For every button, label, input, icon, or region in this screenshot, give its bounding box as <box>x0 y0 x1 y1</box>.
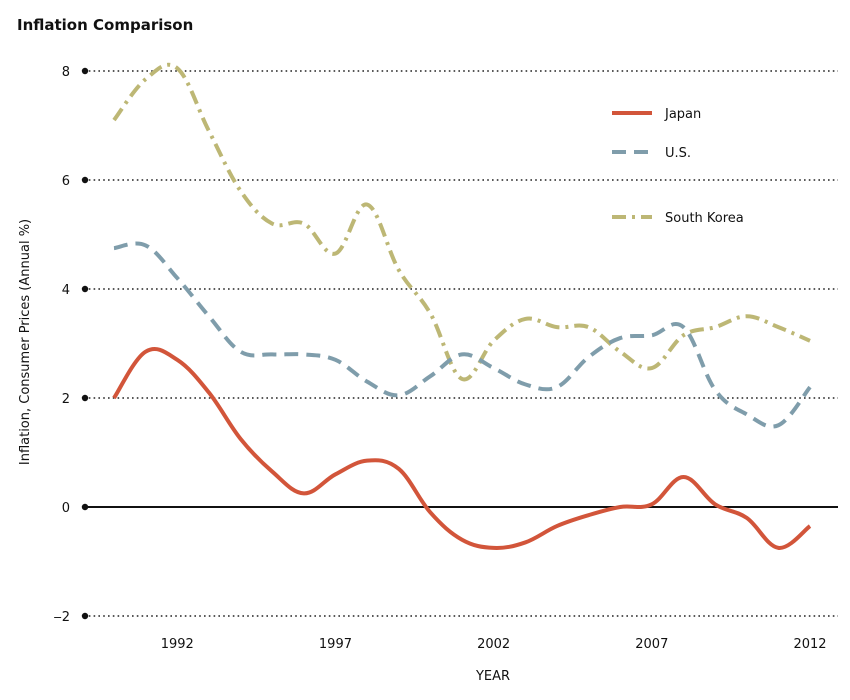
y-tick-dot <box>81 394 89 402</box>
series-lines <box>112 62 812 550</box>
series-line-japan <box>112 347 812 550</box>
legend-label-japan: Japan <box>664 107 701 122</box>
series-line-u-s <box>113 241 812 429</box>
x-tick-label: 1997 <box>319 637 352 652</box>
legend: Japan U.S. South Korea <box>612 107 744 226</box>
y-tick-label: 2 <box>62 392 70 407</box>
x-tick-label: 2002 <box>477 637 510 652</box>
chart-title: Inflation Comparison <box>17 16 193 34</box>
x-tick-label: 1992 <box>161 637 194 652</box>
y-tick-dot <box>81 176 89 184</box>
legend-label-south-korea: South Korea <box>665 211 744 226</box>
x-tick-label: 2007 <box>635 637 668 652</box>
y-tick-labels: ‒2 0 2 4 6 8 <box>53 65 70 625</box>
y-tick-label: ‒2 <box>53 610 70 625</box>
x-tick-label: 2012 <box>793 637 826 652</box>
y-tick-label: 8 <box>62 65 70 80</box>
y-tick-dot <box>81 285 89 293</box>
grid-lines <box>81 67 838 620</box>
legend-label-u-s: U.S. <box>665 146 691 161</box>
y-axis-label: Inflation, Consumer Prices (Annual %) <box>18 219 33 465</box>
y-tick-label: 6 <box>62 174 70 189</box>
x-axis-label: YEAR <box>475 669 510 684</box>
x-tick-labels: 1992 1997 2002 2007 2012 <box>161 637 827 652</box>
y-tick-label: 0 <box>62 501 70 516</box>
y-tick-dot <box>81 67 89 75</box>
y-tick-dot <box>81 612 89 620</box>
y-tick-label: 4 <box>62 283 70 298</box>
